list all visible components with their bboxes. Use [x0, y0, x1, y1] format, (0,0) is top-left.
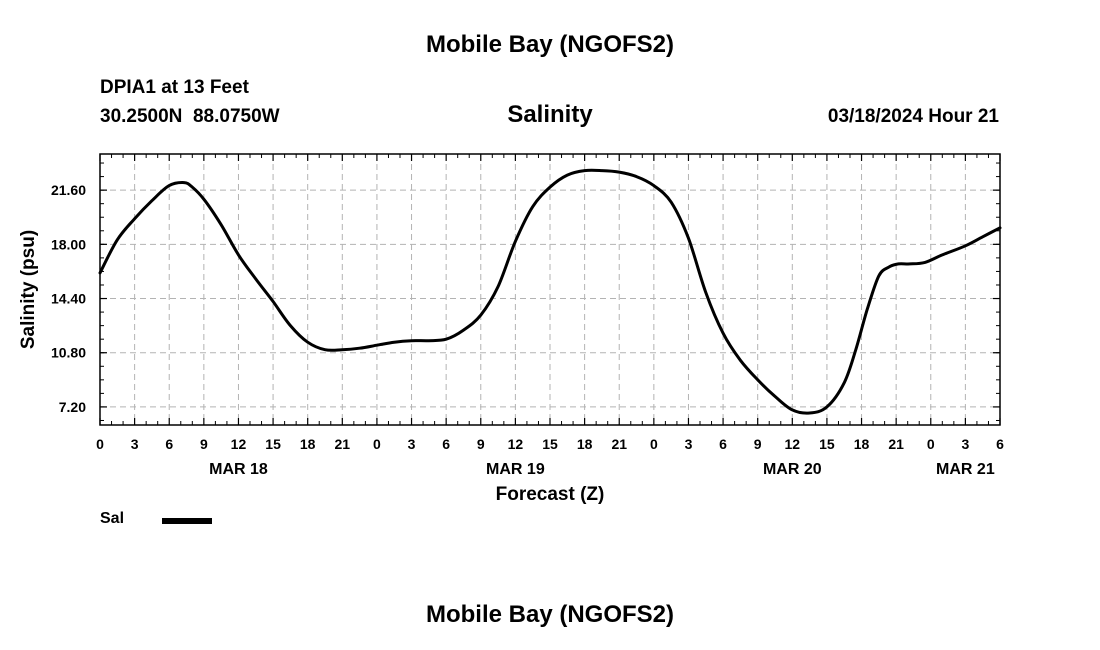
- x-tick-label: 6: [996, 436, 1004, 452]
- y-tick-label: 21.60: [51, 182, 86, 198]
- x-tick-label: 9: [477, 436, 485, 452]
- plot-frame: [99, 153, 1001, 426]
- salinity-chart: 0 3 6 9 12 15 18 21 0 3 6 9 12 15 18 21 0 3 6 9 12 15 18 21 0 3 6 2…: [18, 153, 1004, 505]
- x-tick-label: 0: [96, 436, 104, 452]
- date-label: MAR 19: [486, 461, 545, 478]
- x-tick-label: 15: [542, 436, 558, 452]
- x-tick-label: 15: [265, 436, 281, 452]
- x-tick-label: 6: [165, 436, 173, 452]
- coordinates-label: 30.2500N 88.0750W: [100, 106, 280, 127]
- date-label: MAR 18: [209, 461, 268, 478]
- x-tick-label: 0: [650, 436, 658, 452]
- x-tick-label: 12: [508, 436, 524, 452]
- x-tick-label: 0: [927, 436, 935, 452]
- x-tick-label: 3: [408, 436, 416, 452]
- date-label: MAR 21: [936, 461, 995, 478]
- y-tick-label: 14.40: [51, 291, 86, 307]
- y-tick-label: 18.00: [51, 236, 86, 252]
- legend-label-sal: Sal: [100, 510, 125, 527]
- x-tick-label: 12: [231, 436, 247, 452]
- x-tick-label: 21: [611, 436, 627, 452]
- x-tick-label: 21: [335, 436, 351, 452]
- x-tick-label: 3: [131, 436, 139, 452]
- y-tick-label: 7.20: [59, 399, 86, 415]
- legend-swatch-sal: [162, 518, 212, 524]
- date-label: MAR 20: [763, 461, 822, 478]
- x-tick-label: 0: [373, 436, 381, 452]
- forecast-timestamp: 03/18/2024 Hour 21: [827, 106, 999, 127]
- y-axis-label: Salinity (psu): [18, 230, 39, 349]
- y-tick-label: 10.80: [51, 345, 86, 361]
- x-tick-label: 18: [300, 436, 316, 452]
- x-tick-label: 3: [961, 436, 969, 452]
- x-tick-label: 3: [685, 436, 693, 452]
- x-tick-label: 6: [442, 436, 450, 452]
- x-axis-label: Forecast (Z): [496, 484, 605, 505]
- x-tick-label: 21: [888, 436, 904, 452]
- x-tick-label: 9: [200, 436, 208, 452]
- x-tick-label: 18: [577, 436, 593, 452]
- x-tick-label: 12: [785, 436, 801, 452]
- x-tick-label: 9: [754, 436, 762, 452]
- series-line-sal: [98, 168, 1002, 415]
- footer-title: Mobile Bay (NGOFS2): [425, 601, 675, 628]
- station-label: DPIA1 at 13 Feet: [100, 77, 249, 98]
- page-title: Mobile Bay (NGOFS2): [425, 31, 675, 58]
- x-tick-label: 6: [719, 436, 727, 452]
- x-tick-label: 15: [819, 436, 835, 452]
- chart-title: Salinity: [507, 101, 593, 128]
- x-tick-label: 18: [854, 436, 870, 452]
